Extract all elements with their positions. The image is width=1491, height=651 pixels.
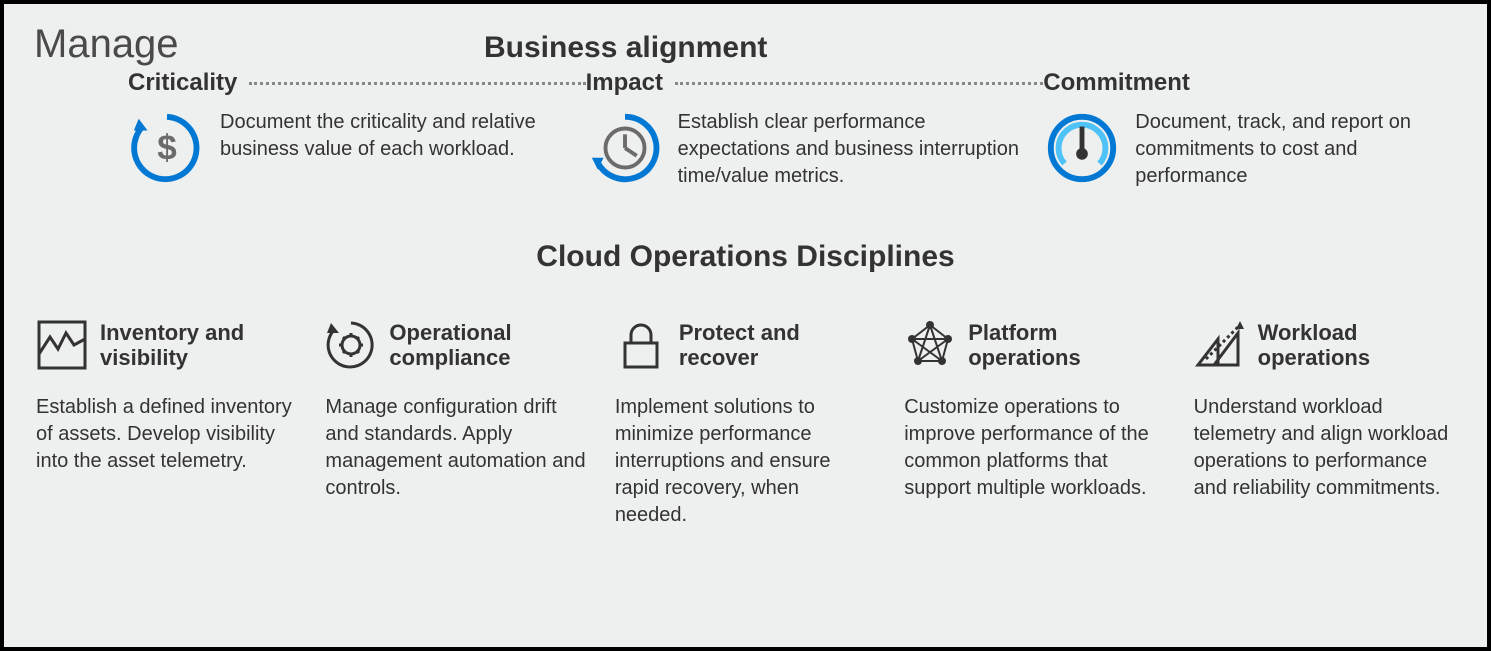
alignment-impact: Impact Establish clear performance expec… <box>582 97 1020 190</box>
disciplines-row: Inventory and visibility Establish a def… <box>34 314 1457 529</box>
criticality-title: Criticality <box>128 69 237 97</box>
compliance-title: Operational compliance <box>389 320 586 371</box>
discipline-platform: Platform operations Customize operations… <box>904 314 1165 529</box>
workload-desc: Understand workload telemetry and align … <box>1194 394 1455 502</box>
page-label: Manage <box>34 22 484 67</box>
discipline-compliance: Operational compliance Manage configurat… <box>325 314 586 529</box>
connector-dotted <box>249 82 585 85</box>
clock-cycle-icon <box>586 109 664 187</box>
discipline-protect: Protect and recover Implement solutions … <box>615 314 876 529</box>
protect-title: Protect and recover <box>679 320 876 371</box>
commitment-desc: Document, track, and report on commitmen… <box>1135 109 1457 190</box>
criticality-desc: Document the criticality and relative bu… <box>220 109 562 163</box>
inventory-title: Inventory and visibility <box>100 320 297 371</box>
disciplines-section-title: Cloud Operations Disciplines <box>34 240 1457 274</box>
trend-icon <box>1194 319 1246 371</box>
inventory-desc: Establish a defined inventory of assets.… <box>36 394 297 475</box>
discipline-workload: Workload operations Understand workload … <box>1194 314 1455 529</box>
commitment-title: Commitment <box>1043 69 1190 97</box>
dollar-cycle-icon: $ <box>128 109 206 187</box>
lock-icon <box>615 319 667 371</box>
workload-title: Workload operations <box>1258 320 1455 371</box>
impact-title: Impact <box>586 69 663 97</box>
gear-cycle-icon <box>325 319 377 371</box>
network-icon <box>904 319 956 371</box>
chart-icon <box>36 319 88 371</box>
platform-title: Platform operations <box>968 320 1165 371</box>
svg-text:$: $ <box>157 129 177 168</box>
gauge-icon <box>1043 109 1121 187</box>
protect-desc: Implement solutions to minimize performa… <box>615 394 876 529</box>
platform-desc: Customize operations to improve performa… <box>904 394 1165 502</box>
impact-desc: Establish clear performance expectations… <box>678 109 1020 190</box>
alignment-commitment: Commitment Document, track, and report o… <box>1039 97 1457 190</box>
alignment-row: Criticality $ Document the criticality a… <box>34 97 1457 190</box>
alignment-section-title: Business alignment <box>484 31 767 65</box>
connector-dotted <box>675 82 1043 85</box>
discipline-inventory: Inventory and visibility Establish a def… <box>36 314 297 529</box>
header-row: Manage Business alignment <box>34 22 1457 67</box>
alignment-criticality: Criticality $ Document the criticality a… <box>124 97 562 190</box>
compliance-desc: Manage configuration drift and standards… <box>325 394 586 502</box>
